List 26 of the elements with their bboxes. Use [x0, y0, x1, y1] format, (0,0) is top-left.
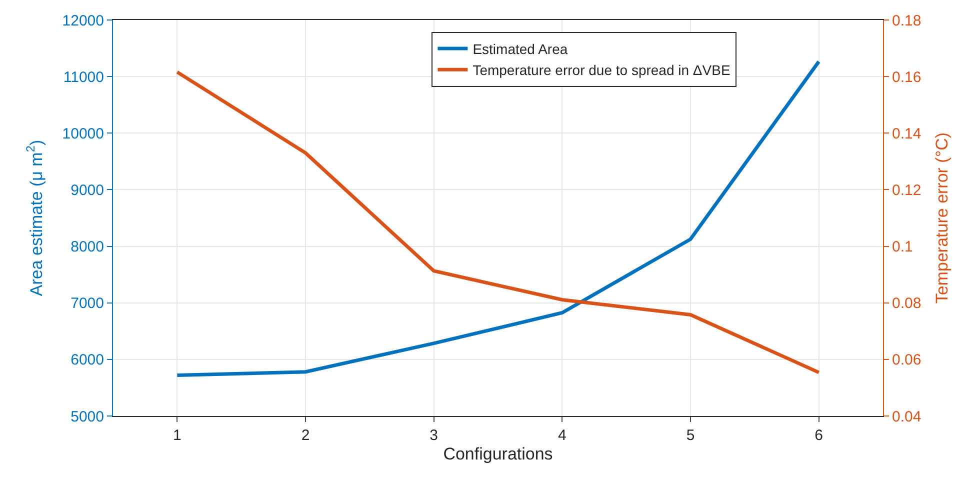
y2-tick-label: 0.06 — [892, 352, 922, 369]
x-axis-title: Configurations — [443, 444, 553, 464]
x-tick-label: 5 — [686, 427, 695, 444]
y2-tick-label: 0.14 — [892, 125, 922, 142]
y-tick-label: 7000 — [70, 295, 104, 312]
y-tick-label: 5000 — [70, 408, 104, 426]
legend-label: Temperature error due to spread in ΔVBE — [472, 62, 730, 78]
x-tick-label: 1 — [173, 427, 182, 444]
y-tick-label: 8000 — [70, 238, 104, 256]
y2-axis-title: Temperature error (°C) — [932, 132, 952, 304]
y2-tick-label: 0.16 — [892, 68, 922, 86]
y2-tick-label: 0.12 — [892, 182, 922, 199]
y2-tick-label: 0.18 — [892, 12, 922, 30]
y-tick-label: 12000 — [62, 12, 104, 30]
x-tick-label: 2 — [301, 427, 310, 444]
y2-tick-label: 0.1 — [892, 238, 913, 256]
y2-tick-label: 0.08 — [892, 295, 922, 312]
y-tick-label: 11000 — [63, 68, 104, 86]
y-tick-label: 6000 — [70, 352, 104, 369]
y-tick-label: 9000 — [70, 182, 104, 199]
x-tick-label: 6 — [814, 427, 823, 444]
x-tick-label: 3 — [430, 427, 438, 444]
x-tick-label: 4 — [558, 427, 566, 444]
y-tick-label: 10000 — [62, 125, 104, 142]
legend-label: Estimated Area — [472, 40, 568, 57]
y2-tick-label: 0.04 — [892, 408, 922, 426]
